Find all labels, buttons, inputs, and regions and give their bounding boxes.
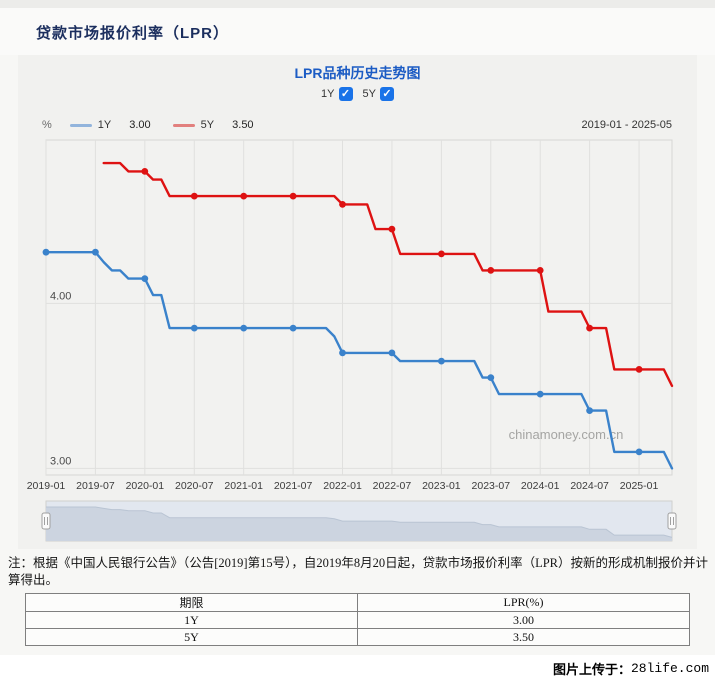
x-tick-label: 2019-07 <box>76 480 115 492</box>
date-range-label: 2019-01 - 2025-05 <box>581 119 672 131</box>
lpr-line-chart: 2019-01 2019-07 2020-01 2020-07 2021-01 2021-… <box>27 139 674 492</box>
y-tick-label: 3.00 <box>50 455 71 467</box>
x-tick-label: 2021-01 <box>224 480 263 492</box>
legend-series-name: 1Y <box>97 119 112 131</box>
y-tick-label: 4.00 <box>50 290 71 302</box>
x-tick-label: 2023-07 <box>472 480 511 492</box>
x-tick-label: 2021-07 <box>274 480 313 492</box>
data-point-5y <box>339 201 346 208</box>
data-point-5y <box>289 192 297 200</box>
data-point-1y <box>388 349 396 357</box>
x-tick-label: 2020-07 <box>175 480 214 492</box>
table-row: 5Y 3.50 <box>25 628 690 646</box>
x-tick-label: 2022-07 <box>373 480 412 492</box>
data-point-1y <box>190 324 198 332</box>
page-title: 贷款市场报价利率（LPR） <box>36 25 230 42</box>
lpr-table: 期限 LPR(%) 1Y 3.00 5Y 3.50 <box>25 593 690 646</box>
x-tick-label: 2019-01 <box>27 480 66 492</box>
series-toggle-5y[interactable]: 5Y ✓ <box>363 87 394 101</box>
navigator-line <box>46 506 673 538</box>
uploader-site: 28life.com <box>630 660 709 676</box>
x-tick-label: 2025-01 <box>620 480 659 492</box>
x-tick-label: 2023-01 <box>422 480 461 492</box>
checkbox-checked-icon[interactable]: ✓ <box>379 87 394 101</box>
data-point-5y <box>438 250 445 258</box>
data-point-1y <box>635 448 643 456</box>
y-axis-unit-label: % <box>42 119 52 131</box>
x-tick-label: 2022-01 <box>323 480 362 492</box>
navigator-handle-left[interactable] <box>41 512 51 530</box>
series-toggle-1y[interactable]: 1Y ✓ <box>321 87 353 101</box>
data-point-5y <box>635 366 643 373</box>
data-point-1y <box>438 357 445 365</box>
data-point-5y <box>487 267 495 274</box>
chart-title: LPR品种历史走势图 <box>294 65 421 81</box>
data-point-1y <box>42 248 50 256</box>
data-point-5y <box>388 225 396 233</box>
page-header: 贷款市场报价利率（LPR） <box>0 8 715 55</box>
legend-series-value: 3.00 <box>129 119 151 131</box>
top-strip <box>0 0 715 8</box>
x-tick-label: 2020-01 <box>126 480 165 492</box>
data-point-5y <box>240 192 248 200</box>
series-line-1y <box>44 250 674 470</box>
chart-navigator[interactable] <box>18 499 697 543</box>
series-line-5y <box>102 161 674 388</box>
table-cell: 1Y <box>25 611 358 629</box>
table-row: 1Y 3.00 <box>25 611 690 629</box>
series-toggle-label: 5Y <box>362 88 376 100</box>
legend-series-value: 3.50 <box>232 119 254 131</box>
table-header-cell: 期限 <box>25 593 358 612</box>
data-point-1y <box>586 407 593 414</box>
data-point-1y <box>536 390 544 398</box>
chart-panel: LPR品种历史走势图 1Y ✓ 5Y ✓ % 1Y 3.00 5Y 3.50 2019-01… <box>18 55 697 549</box>
table-cell: 3.00 <box>357 611 690 629</box>
legend-row: % 1Y 3.00 5Y 3.50 2019-01 - 2025-05 <box>18 117 697 133</box>
data-point-1y <box>339 349 346 357</box>
legend-item-1y: 1Y 3.00 <box>69 119 151 131</box>
data-point-1y <box>289 324 297 332</box>
plot-area <box>45 139 673 476</box>
series-toggle-label: 1Y <box>321 88 335 100</box>
data-point-1y <box>487 374 495 381</box>
data-point-1y <box>141 275 149 282</box>
data-point-5y <box>586 324 593 332</box>
checkbox-checked-icon[interactable]: ✓ <box>338 87 353 101</box>
table-cell: 3.50 <box>357 628 690 646</box>
data-point-1y <box>240 324 248 332</box>
data-point-5y <box>190 192 198 200</box>
legend: 1Y 3.00 5Y 3.50 <box>69 119 276 131</box>
data-point-5y <box>141 168 149 175</box>
data-point-1y <box>92 248 99 256</box>
series-toggles: 1Y ✓ 5Y ✓ <box>18 85 697 103</box>
legend-series-name: 5Y <box>200 119 215 131</box>
legend-item-5y: 5Y 3.50 <box>172 119 254 131</box>
footnote: 注：根据《中国人民银行公告》（公告[2019]第15号），自2019年8月20日… <box>8 556 709 587</box>
table-header-cell: LPR(%) <box>357 593 690 612</box>
table-cell: 5Y <box>25 628 358 646</box>
watermark-text: chinamoney.com.cn <box>509 427 624 442</box>
uploader-label: 图片上传于： <box>552 661 631 677</box>
navigator-handle-right[interactable] <box>667 512 677 530</box>
x-tick-label: 2024-07 <box>570 480 609 492</box>
navigator-area <box>46 507 672 541</box>
bottom-bar: 图片上传于： 28life.com <box>0 655 715 681</box>
x-tick-label: 2024-01 <box>521 480 560 492</box>
table-header-row: 期限 LPR(%) <box>25 593 690 612</box>
data-point-5y <box>536 267 544 274</box>
legend-swatch-icon <box>172 123 195 127</box>
legend-swatch-icon <box>69 123 92 127</box>
